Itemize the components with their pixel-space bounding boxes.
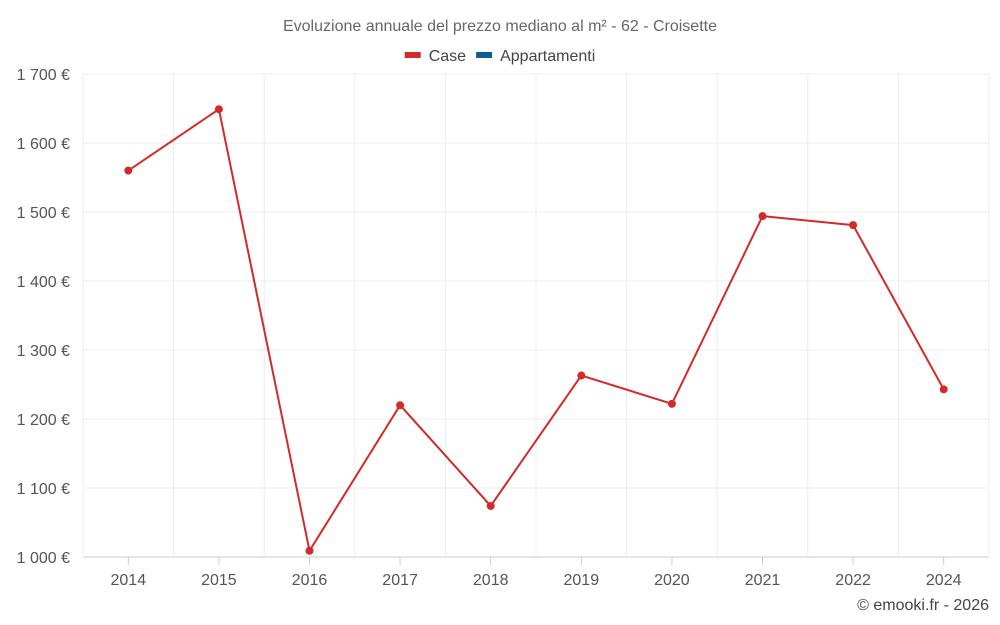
data-point[interactable] bbox=[939, 385, 948, 394]
data-point[interactable] bbox=[667, 399, 676, 408]
x-tick-label: 2015 bbox=[201, 572, 237, 589]
x-tick-label: 2018 bbox=[473, 572, 509, 589]
x-tick-label: 2019 bbox=[564, 572, 600, 589]
grid bbox=[82, 73, 990, 558]
x-tick-label: 2014 bbox=[111, 572, 147, 589]
data-point[interactable] bbox=[577, 371, 586, 380]
data-point[interactable] bbox=[486, 501, 495, 510]
legend-swatch bbox=[404, 52, 421, 58]
x-tick-label: 2021 bbox=[745, 572, 781, 589]
x-tick-label: 2020 bbox=[654, 572, 690, 589]
legend-item-appartamenti[interactable]: Appartamenti bbox=[476, 48, 595, 65]
legend[interactable]: Case Appartamenti bbox=[404, 48, 596, 65]
y-tick-label: 1 500 € bbox=[17, 205, 70, 222]
legend-label: Appartamenti bbox=[500, 48, 595, 65]
y-tick-label: 1 600 € bbox=[17, 136, 70, 153]
y-tick-label: 1 300 € bbox=[17, 343, 70, 360]
chart-title: Evoluzione annuale del prezzo mediano al… bbox=[283, 18, 717, 35]
y-tick-label: 1 200 € bbox=[17, 412, 70, 429]
credit-text: © emooki.fr - 2026 bbox=[857, 597, 989, 614]
x-tick-label: 2022 bbox=[835, 572, 871, 589]
data-point[interactable] bbox=[305, 546, 314, 555]
data-point[interactable] bbox=[124, 166, 133, 175]
x-tick-label: 2017 bbox=[382, 572, 418, 589]
y-tick-label: 1 100 € bbox=[17, 481, 70, 498]
x-tick-label: 2024 bbox=[926, 572, 962, 589]
data-point[interactable] bbox=[849, 221, 858, 230]
series-line-case bbox=[127, 108, 945, 552]
data-point[interactable] bbox=[758, 212, 767, 221]
legend-label: Case bbox=[429, 48, 466, 65]
legend-item-case[interactable]: Case bbox=[404, 48, 466, 65]
data-point[interactable] bbox=[214, 105, 223, 114]
y-tick-label: 1 700 € bbox=[17, 67, 70, 84]
y-tick-label: 1 000 € bbox=[17, 550, 70, 567]
y-tick-label: 1 400 € bbox=[17, 274, 70, 291]
legend-swatch bbox=[476, 52, 493, 58]
axes: 1 000 € 1 100 € 1 200 € 1 300 € 1 400 € 1 500… bbox=[17, 67, 962, 589]
data-point[interactable] bbox=[396, 401, 405, 410]
series-layer bbox=[124, 105, 948, 555]
x-tick-label: 2016 bbox=[292, 572, 328, 589]
